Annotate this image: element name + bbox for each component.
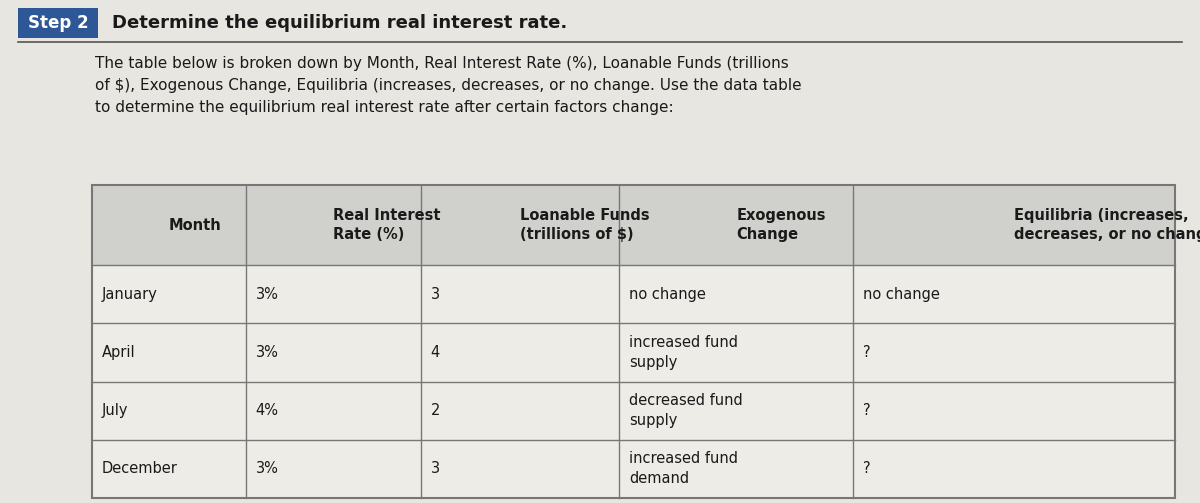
Text: no change: no change [864, 287, 941, 302]
Bar [18, 8, 98, 38]
Bar [92, 440, 1175, 498]
Text: July: July [102, 403, 128, 418]
Bar [92, 185, 1175, 265]
Text: 3: 3 [431, 287, 440, 302]
Text: 2: 2 [431, 403, 440, 418]
Text: Loanable Funds
(trillions of $): Loanable Funds (trillions of $) [520, 208, 649, 242]
Text: 4%: 4% [256, 403, 278, 418]
Text: 3%: 3% [256, 287, 278, 302]
Text: 3%: 3% [256, 345, 278, 360]
Text: The table below is broken down by Month, Real Interest Rate (%), Loanable Funds : The table below is broken down by Month,… [95, 56, 802, 115]
Text: ?: ? [864, 403, 871, 418]
Text: ?: ? [864, 461, 871, 476]
Text: December: December [102, 461, 178, 476]
Bar [92, 323, 1175, 381]
Text: Real Interest
Rate (%): Real Interest Rate (%) [334, 208, 440, 242]
Text: January: January [102, 287, 158, 302]
Text: Determine the equilibrium real interest rate.: Determine the equilibrium real interest … [112, 14, 568, 32]
Text: Exogenous
Change: Exogenous Change [737, 208, 826, 242]
Text: increased fund
demand: increased fund demand [629, 452, 738, 486]
Bar [92, 381, 1175, 440]
Text: 3: 3 [431, 461, 440, 476]
Text: 4: 4 [431, 345, 440, 360]
Text: 3%: 3% [256, 461, 278, 476]
Text: ?: ? [864, 345, 871, 360]
Text: decreased fund
supply: decreased fund supply [629, 393, 743, 428]
Text: April: April [102, 345, 136, 360]
Text: no change: no change [629, 287, 706, 302]
Text: Step 2: Step 2 [28, 14, 89, 32]
Bar [92, 265, 1175, 323]
Text: Month: Month [169, 217, 222, 232]
Text: increased fund
supply: increased fund supply [629, 335, 738, 370]
Bar [92, 185, 1175, 498]
Text: Equilibria (increases,
decreases, or no change): Equilibria (increases, decreases, or no … [1014, 208, 1200, 242]
